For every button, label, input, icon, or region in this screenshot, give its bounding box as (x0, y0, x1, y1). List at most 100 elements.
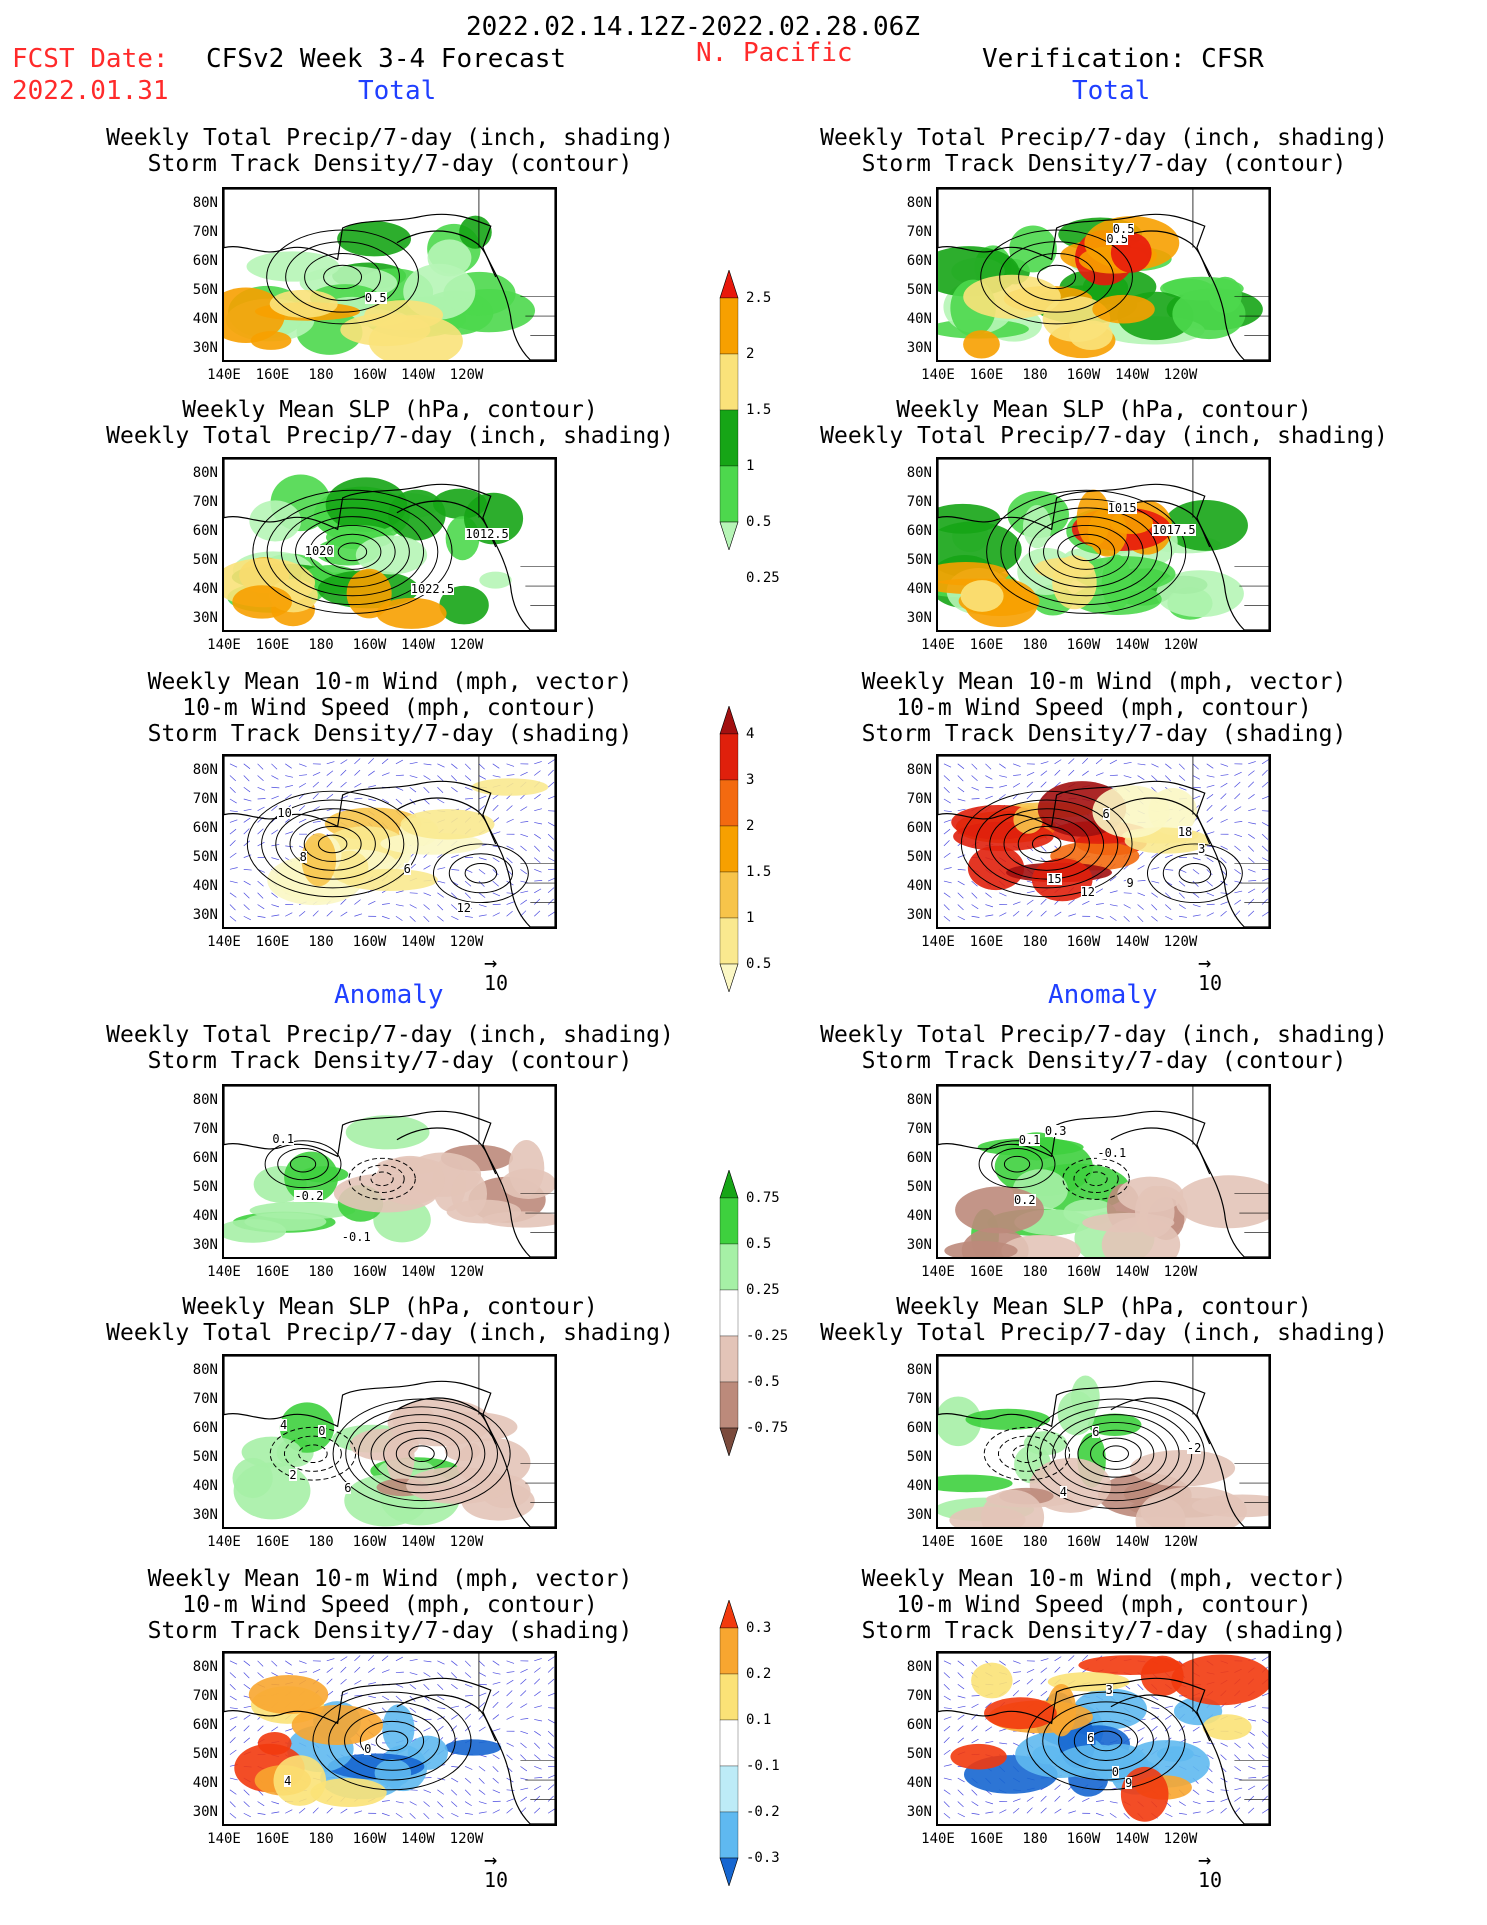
lon-label: 160E (255, 1534, 290, 1550)
panel-title-cfsr-5-2: Storm Track Density/7-day (shading) (861, 1618, 1347, 1644)
contour-label: 0.2 (1013, 1193, 1036, 1208)
contour-label: 9 (1125, 1775, 1133, 1790)
colorbar-label: 0.25 (746, 1282, 780, 1298)
panel-title-fc-2-2: Storm Track Density/7-day (shading) (147, 721, 633, 747)
lon-label: 140E (921, 1264, 955, 1280)
vector-reference: → 10 (1198, 953, 1222, 996)
contour-label: 8 (299, 849, 307, 864)
contour-label: 6 (344, 1480, 352, 1495)
lat-label: 80N (192, 1092, 218, 1108)
lon-label: 140W (401, 1264, 435, 1280)
lat-label: 70N (906, 1391, 932, 1407)
lat-label: 50N (906, 282, 932, 298)
lat-label: 80N (192, 762, 218, 778)
contour-label: 0.5 (1106, 231, 1129, 246)
arrow-icon: → (484, 1848, 498, 1873)
panel-title-fc-1-1: Weekly Total Precip/7-day (inch, shading… (106, 423, 674, 449)
lon-label: 140E (207, 637, 241, 653)
lat-label: 50N (192, 1746, 218, 1762)
panel-title-cfsr-0-0: Weekly Total Precip/7-day (inch, shading… (820, 125, 1388, 151)
lat-label: 50N (906, 1746, 932, 1762)
map-panel-cfsr-windA (936, 1651, 1271, 1826)
lon-label: 140W (1115, 1534, 1149, 1550)
map-panel-fc-slp (222, 457, 557, 632)
panel-title-cfsr-0-1: Storm Track Density/7-day (contour) (861, 151, 1347, 177)
vector-reference-value: 10 (484, 1868, 509, 1892)
map-panel-fc-precipA (222, 1084, 557, 1259)
lon-label: 160W (1066, 1534, 1101, 1550)
lon-label: 160W (352, 1534, 387, 1550)
lat-label: 30N (906, 907, 932, 923)
colorbar-label: 2 (746, 818, 755, 834)
panel-title-cfsr-1-0: Weekly Mean SLP (hPa, contour) (896, 397, 1312, 423)
lon-label: 160W (352, 934, 387, 950)
lat-label: 30N (906, 1804, 932, 1820)
lat-label: 80N (906, 465, 932, 481)
arrow-icon: → (484, 951, 498, 976)
panel-title-fc-2-1: 10-m Wind Speed (mph, contour) (182, 695, 598, 721)
lon-label: 120W (1163, 367, 1198, 383)
lon-label: 160W (352, 367, 387, 383)
lon-label: 120W (449, 1831, 484, 1847)
lat-label: 60N (192, 1717, 218, 1733)
lat-label: 70N (192, 791, 218, 807)
map-panel-fc-slpA (222, 1354, 557, 1529)
lon-label: 180 (1022, 367, 1048, 383)
lon-label: 160W (352, 1264, 387, 1280)
lat-label: 40N (906, 1208, 932, 1224)
lon-label: 140W (401, 367, 435, 383)
model-title: CFSv2 Week 3-4 Forecast (206, 44, 567, 74)
lat-label: 60N (906, 820, 932, 836)
colorbar-label: 1.5 (746, 402, 772, 418)
lat-label: 60N (192, 523, 218, 539)
lat-label: 40N (906, 878, 932, 894)
lat-label: 60N (906, 1420, 932, 1436)
lon-label: 120W (1163, 934, 1198, 950)
lon-label: 140W (1115, 934, 1149, 950)
colorbar-storm_total (718, 705, 740, 993)
panel-title-cfsr-5-1: 10-m Wind Speed (mph, contour) (896, 1592, 1312, 1618)
lon-label: 180 (1022, 1534, 1048, 1550)
lat-label: 30N (192, 1237, 218, 1253)
lon-label: 160W (352, 1831, 387, 1847)
contour-label: -2 (1186, 1440, 1202, 1455)
colorbar-storm_anom (718, 1599, 740, 1887)
vector-reference: → 10 (484, 951, 508, 996)
colorbar-precip_total (718, 269, 740, 551)
lat-label: 60N (192, 253, 218, 269)
lat-label: 40N (192, 1208, 218, 1224)
lon-label: 180 (1022, 637, 1048, 653)
contour-label: 0 (318, 1423, 326, 1438)
lon-label: 180 (308, 1264, 334, 1280)
colorbar-precip_anom (718, 1169, 740, 1457)
lat-label: 30N (192, 1804, 218, 1820)
vector-reference-value: 10 (1198, 1868, 1223, 1892)
lat-label: 50N (192, 849, 218, 865)
lon-label: 140E (207, 934, 241, 950)
contour-label: 1015 (1107, 500, 1137, 515)
contour-label: -0.1 (1097, 1146, 1127, 1160)
lon-label: 120W (449, 1264, 484, 1280)
lon-label: 160E (969, 367, 1004, 383)
section-anomaly-forecast: Anomaly (334, 980, 444, 1010)
fcst-date-label: FCST Date: (12, 44, 169, 74)
lon-label: 140W (401, 1831, 435, 1847)
lon-label: 160W (1066, 1264, 1101, 1280)
colorbar-label: 0.2 (746, 1666, 772, 1682)
lon-label: 160W (352, 637, 387, 653)
lon-label: 120W (1163, 637, 1198, 653)
lon-label: 140E (207, 367, 241, 383)
lon-label: 140E (921, 1831, 955, 1847)
lon-label: 140E (207, 1264, 241, 1280)
lon-label: 140E (921, 367, 955, 383)
lat-label: 70N (906, 494, 932, 510)
panel-title-fc-5-2: Storm Track Density/7-day (shading) (147, 1618, 633, 1644)
panel-title-cfsr-2-1: 10-m Wind Speed (mph, contour) (896, 695, 1312, 721)
panel-title-cfsr-1-1: Weekly Total Precip/7-day (inch, shading… (820, 423, 1388, 449)
lat-label: 80N (906, 1362, 932, 1378)
lat-label: 80N (192, 465, 218, 481)
map-panel-cfsr-slp (936, 457, 1271, 632)
verification-title: Verification: CFSR (982, 44, 1264, 74)
lon-label: 140E (207, 1534, 241, 1550)
colorbar-label: -0.5 (746, 1374, 780, 1390)
